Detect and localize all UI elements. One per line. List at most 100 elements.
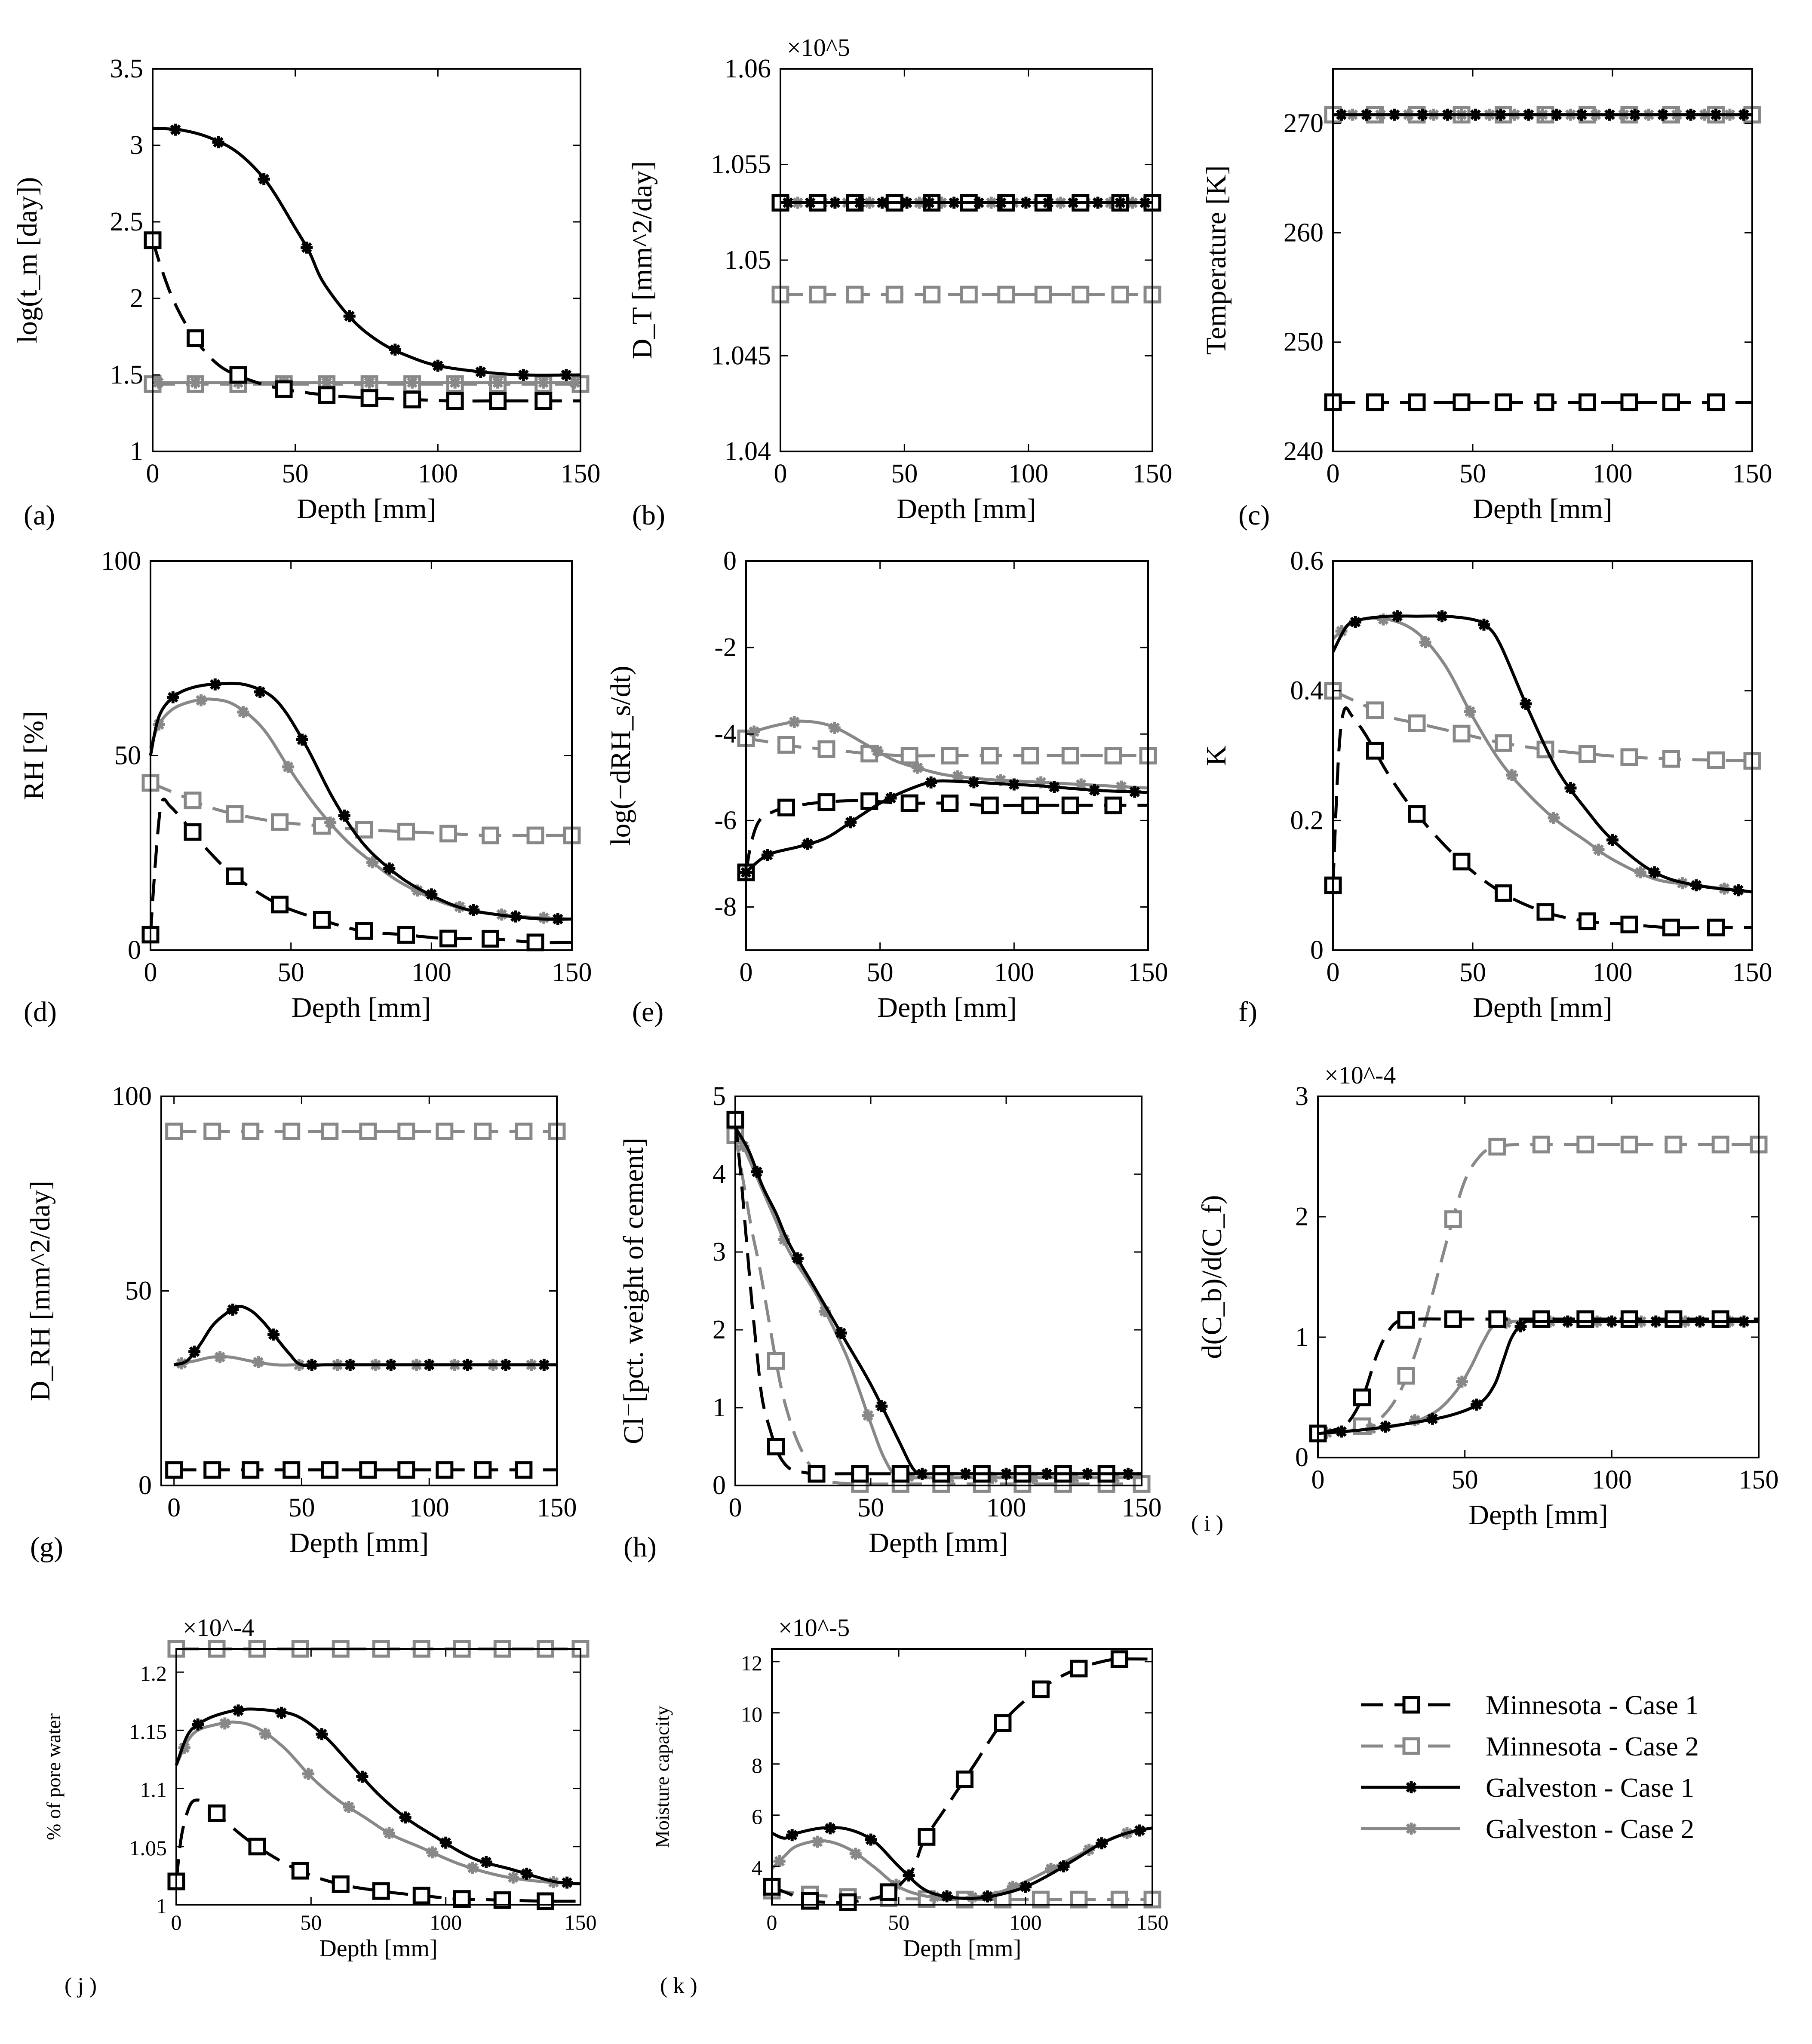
series-line-j-2	[175, 1707, 581, 1885]
marker-g-2-4	[344, 1359, 356, 1371]
ytick-label-j-3: 1.15	[129, 1719, 167, 1743]
marker-e-2-8	[1048, 781, 1060, 793]
marker-f-0-8	[1662, 918, 1680, 936]
marker-i-2-0	[1335, 1425, 1348, 1438]
marker-e-1-9	[1104, 747, 1122, 764]
marker-i-0-1	[1353, 1388, 1371, 1406]
marker-h-2-1	[791, 1252, 804, 1264]
ytick-label-e-2: -4	[714, 719, 737, 749]
marker-d-0-2	[226, 867, 244, 885]
ytick-label-h-1: 1	[713, 1393, 726, 1422]
xlabel-a: Depth [mm]	[297, 493, 436, 525]
marker-j-3-5	[383, 1827, 396, 1839]
panel-j: 0 50 100 150 1 1.05 1.1 1.15 1.2 Depth [mm] % of p…	[43, 1614, 597, 1998]
marker-e-1-7	[1021, 747, 1039, 764]
ytick-label-h-5: 5	[713, 1082, 726, 1111]
xlabel-b: Depth [mm]	[897, 493, 1036, 525]
marker-d-2-0	[167, 691, 179, 703]
xtick-label-c-3: 150	[1732, 459, 1772, 488]
multiplier-b: ×10^5	[787, 34, 850, 61]
ytick-label-c-3: 270	[1284, 109, 1324, 138]
marker-j-0-6	[412, 1887, 430, 1905]
ylabel-k: Moisture capacity	[651, 1706, 673, 1848]
marker-a-3-10	[568, 376, 581, 389]
xtick-label-j-2: 100	[430, 1910, 462, 1934]
series-line-a-0	[151, 239, 580, 403]
marker-c-0-2	[1408, 393, 1426, 411]
marker-b-2-9	[995, 196, 1007, 209]
multiplier-i: ×10^-4	[1324, 1061, 1396, 1089]
legend-marker-3	[1405, 1823, 1417, 1835]
marker-g-0-1	[203, 1461, 221, 1479]
marker-c-0-8	[1662, 393, 1680, 411]
ytick-label-k-2: 8	[752, 1753, 762, 1777]
ytick-label-j-0: 1	[156, 1894, 167, 1918]
marker-g-2-7	[461, 1359, 474, 1371]
marker-b-2-6	[923, 196, 935, 209]
axes-box-e	[745, 560, 1149, 951]
panel-d: 0 50 100 150 0 50 100 Depth [mm] RH [%] (d)	[18, 546, 592, 1028]
series-line-f-0	[1331, 706, 1752, 930]
marker-j-2-1	[232, 1704, 245, 1717]
marker-j-3-3	[302, 1768, 315, 1780]
ylabel-a: log(t_m [day])	[12, 177, 43, 344]
ytick-label-b-1: 1.045	[711, 341, 771, 371]
axes-box-i	[1317, 1096, 1760, 1458]
marker-h-2-2	[835, 1327, 847, 1339]
marker-h-2-0	[751, 1166, 763, 1178]
marker-c-0-5	[1536, 393, 1554, 411]
marker-d-2-9	[552, 913, 564, 925]
marker-a-2-4	[343, 310, 356, 322]
marker-k-2-7	[1057, 1860, 1070, 1872]
ytick-label-b-3: 1.055	[711, 150, 771, 179]
marker-b-2-5	[901, 196, 913, 209]
ytick-label-a-3: 2.5	[110, 207, 144, 236]
marker-a-2-3	[301, 241, 313, 254]
marker-g-1-6	[397, 1122, 415, 1140]
marker-g-1-7	[436, 1122, 454, 1140]
xtick-label-h-2: 100	[986, 1493, 1026, 1522]
series-line-k-3	[771, 1826, 1153, 1900]
ylabel-e: log(−dRH_s/dt)	[605, 666, 636, 846]
legend-label-3: Galveston - Case 2	[1486, 1814, 1694, 1844]
xtick-label-i-1: 50	[1452, 1465, 1478, 1495]
marker-i-0-5	[1532, 1310, 1550, 1328]
xtick-label-e-2: 100	[994, 958, 1034, 987]
legend-marker-1	[1402, 1737, 1420, 1755]
multiplier-j: ×10^-4	[183, 1614, 254, 1642]
marker-c-0-3	[1453, 393, 1471, 411]
marker-j-3-7	[467, 1862, 479, 1874]
marker-k-0-4	[918, 1828, 936, 1846]
series-line-h-2	[734, 1126, 1142, 1476]
marker-b-1-6	[997, 285, 1015, 304]
marker-a-2-6	[432, 359, 444, 372]
marker-h-3-3	[862, 1409, 874, 1422]
marker-j-2-5	[399, 1811, 412, 1824]
marker-d-0-3	[271, 896, 289, 914]
marker-a-3-7	[449, 376, 461, 389]
panel-label-i: ( i )	[1191, 1511, 1223, 1536]
marker-a-2-0	[169, 123, 182, 136]
xtick-label-d-3: 150	[552, 958, 592, 987]
xlabel-d: Depth [mm]	[292, 992, 431, 1023]
marker-i-2-1	[1379, 1421, 1392, 1433]
marker-a-0-7	[446, 392, 464, 410]
marker-d-3-5	[366, 856, 379, 869]
ytick-label-k-3: 10	[741, 1702, 762, 1726]
ytick-label-g-1: 50	[125, 1277, 152, 1306]
marker-k-2-6	[1020, 1881, 1032, 1893]
marker-c-2-5	[1469, 108, 1482, 121]
marker-f-3-5	[1548, 812, 1560, 824]
marker-f-1-1	[1366, 701, 1384, 719]
marker-i-1-7	[1620, 1136, 1638, 1154]
marker-i-2-5	[1561, 1315, 1574, 1328]
xlabel-j: Depth [mm]	[319, 1935, 437, 1962]
marker-d-1-9	[526, 826, 544, 844]
marker-d-1-7	[439, 825, 458, 843]
marker-g-2-2	[267, 1328, 280, 1341]
ytick-label-k-1: 6	[752, 1805, 762, 1829]
marker-d-2-6	[425, 888, 438, 901]
legend: Minnesota - Case 1 Minnesota - Case 2 Galv…	[1342, 1666, 1746, 1855]
axes-box-a	[152, 68, 581, 452]
marker-i-2-9	[1738, 1315, 1750, 1328]
